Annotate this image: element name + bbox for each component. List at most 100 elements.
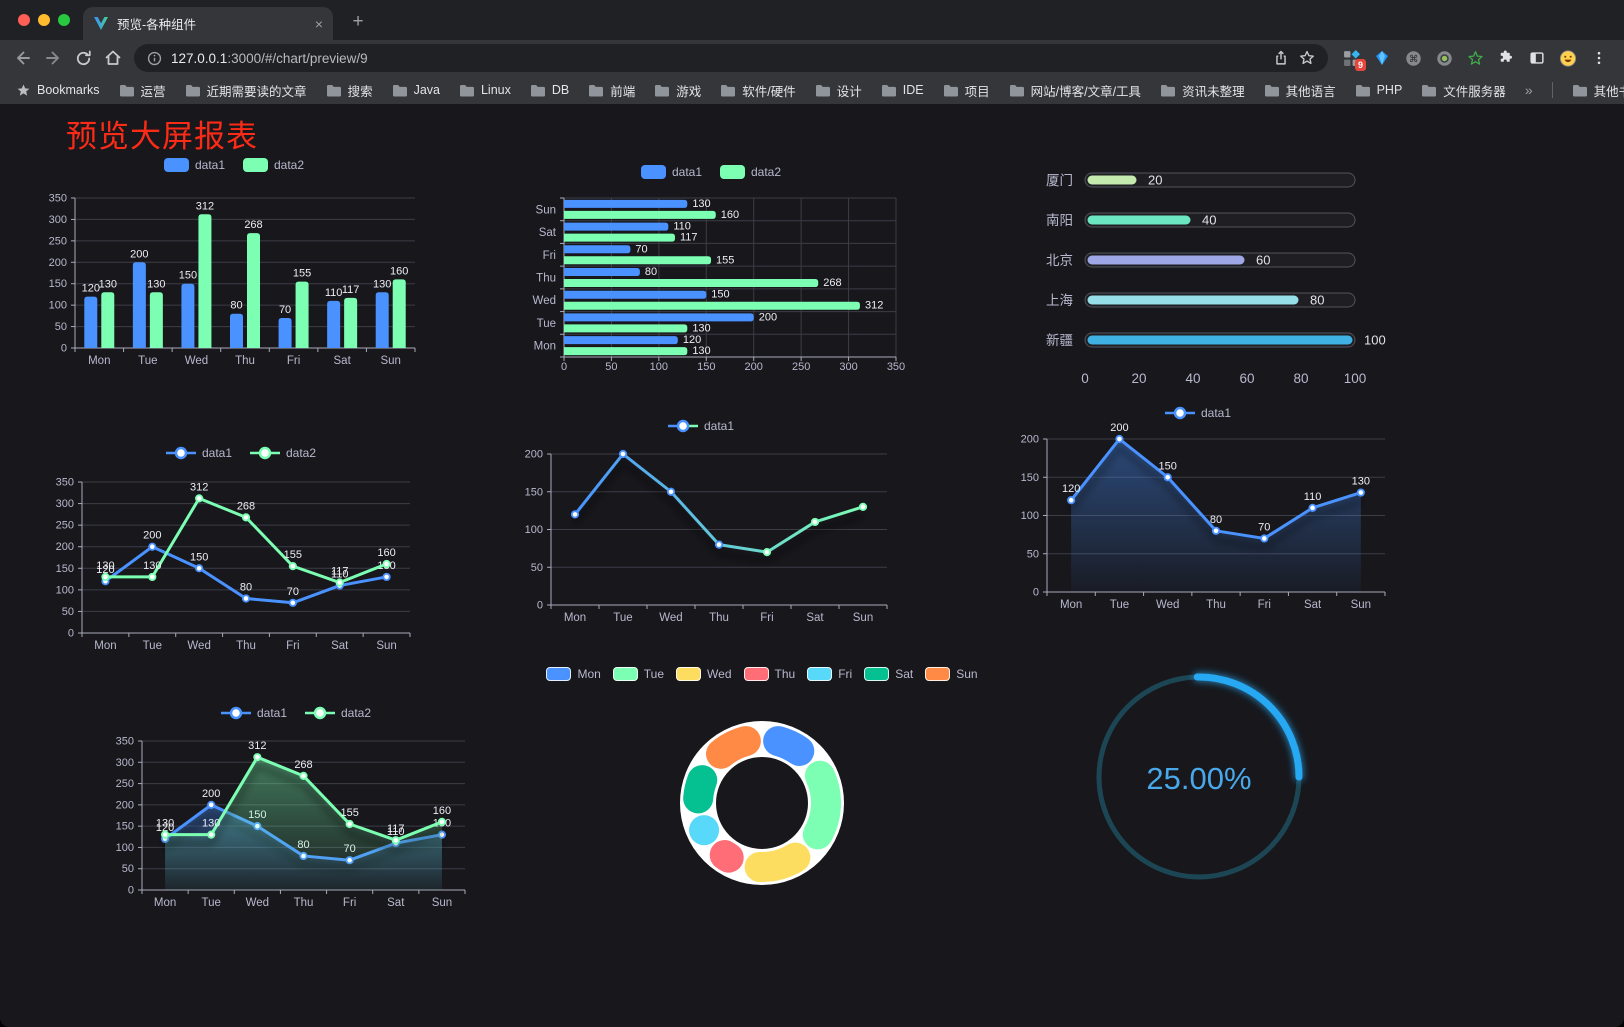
bookmark-folder[interactable]: 网站/博客/文章/工具 [1009, 81, 1141, 100]
svg-text:117: 117 [331, 566, 349, 578]
svg-text:268: 268 [823, 277, 841, 289]
vue-devtools-extension-icon[interactable]: 9 [1342, 49, 1366, 71]
new-tab-button[interactable]: + [352, 11, 364, 32]
chart-legend[interactable]: data1 data2 [45, 443, 437, 463]
gradient-line-canvas[interactable]: 0 50 100 150 200 Mon Tue Wed Thu Fri Sat Sun [505, 436, 897, 645]
gradient-line-chart[interactable]: data1 0 50 100 150 200 Mon Tue Wed Thu Fri Sat Sun [505, 416, 897, 650]
reload-button[interactable] [68, 43, 98, 73]
site-info-icon[interactable] [146, 50, 163, 67]
url-text[interactable]: 127.0.0.1:3000/#/chart/preview/9 [171, 51, 1264, 66]
svg-text:200: 200 [759, 311, 777, 323]
bookmark-star-icon[interactable] [1298, 49, 1316, 67]
minimize-window-button[interactable] [38, 14, 50, 26]
bookmark-folder[interactable]: 其他语言 [1264, 81, 1336, 100]
legend-item[interactable]: data1 [640, 165, 702, 179]
two-series-area-chart[interactable]: data1 data2 0 50 100 150 200 250 300 350 Mon Tue Wed… [100, 703, 492, 935]
extensions-puzzle-icon[interactable] [1497, 49, 1515, 67]
svg-text:155: 155 [340, 807, 358, 819]
legend-label: Tue [643, 667, 665, 681]
bookmark-folder[interactable]: 软件/硬件 [720, 81, 796, 100]
svg-text:130: 130 [99, 278, 117, 290]
profile-avatar[interactable] [1559, 49, 1577, 67]
forward-button[interactable] [38, 43, 68, 73]
bookmark-folder[interactable]: 运营 [119, 81, 166, 100]
legend-item[interactable]: data2 [305, 706, 371, 720]
ring-progress-chart[interactable]: 25.00% [1087, 665, 1311, 894]
bookmark-folder[interactable]: 项目 [943, 81, 990, 100]
chart-legend[interactable]: data1 [505, 416, 897, 436]
bookmark-folder[interactable]: 搜索 [326, 81, 373, 100]
legend-item[interactable]: data2 [243, 158, 304, 172]
home-button[interactable] [98, 43, 128, 73]
command-extension-icon[interactable]: ⌘ [1404, 49, 1422, 67]
chart-legend[interactable]: data1 data2 [100, 703, 492, 723]
legend-item[interactable]: Mon [546, 667, 601, 681]
legend-item[interactable]: data1 [165, 446, 232, 460]
legend-item[interactable]: Tue [612, 667, 665, 681]
browser-tab[interactable]: 预览-各种组件 × [83, 7, 333, 40]
two-series-line-canvas[interactable]: 0 50 100 150 200 250 300 350 Mon Tue Wed Thu Fri Sat S… [45, 463, 437, 673]
recorder-extension-icon[interactable] [1435, 49, 1453, 67]
bookmarks-overflow-chevron[interactable]: » [1524, 82, 1533, 98]
legend-item[interactable]: data2 [250, 446, 316, 460]
two-series-line-chart[interactable]: data1 data2 0 50 100 150 200 250 300 350 Mon Tue Wed… [45, 443, 437, 678]
gem-extension-icon[interactable] [1373, 49, 1391, 67]
donut-pie-chart[interactable]: Mon Tue Wed Thu Fri Sat Sun [546, 664, 978, 918]
legend-item[interactable]: Wed [676, 667, 732, 681]
legend-item[interactable]: data1 [1164, 406, 1231, 420]
green-star-extension-icon[interactable] [1466, 49, 1484, 67]
grouped-bar-chart[interactable]: data1 data2 0 50 100 150 200 250 300 350 Mon Tue Wed… [42, 155, 426, 393]
legend-swatch [807, 667, 833, 681]
forward-icon [46, 51, 59, 65]
ring-progress-canvas[interactable]: 25.00% [1087, 665, 1311, 889]
chart-legend[interactable]: data1 data2 [42, 155, 426, 175]
progress-bars-chart[interactable]: 厦门 20 南阳 40 北京 60 上海 80 新疆 100 0 20 40 60 80 100 [995, 166, 1395, 396]
chart-legend[interactable]: data1 data2 [515, 162, 907, 182]
bookmark-folder[interactable]: Linux [459, 81, 511, 100]
bookmark-folder[interactable]: 近期需要读的文章 [185, 81, 307, 100]
bookmark-folder[interactable]: 文件服务器 [1421, 81, 1506, 100]
progress-bar-chart-canvas[interactable]: 厦门 20 南阳 40 北京 60 上海 80 新疆 100 0 20 40 60 80 100 [995, 166, 1395, 391]
bookmark-folder[interactable]: Java [392, 81, 440, 100]
legend-swatch [165, 446, 196, 460]
legend-item[interactable]: Fri [807, 667, 852, 681]
side-panel-icon[interactable] [1528, 49, 1546, 67]
bookmark-folder[interactable]: IDE [881, 81, 924, 100]
legend-item[interactable]: data2 [720, 165, 781, 179]
chart-legend[interactable]: Mon Tue Wed Thu Fri Sat Sun [546, 664, 978, 684]
chart-legend[interactable]: data1 [1000, 403, 1396, 423]
bookmarks-manager-item[interactable]: Bookmarks [16, 83, 100, 98]
legend-label: Sat [895, 667, 914, 681]
horizontal-bar-chart[interactable]: data1 data2 0 50 100 150 200 250 300 350 Mon Tue Wed… [515, 162, 907, 402]
legend-item[interactable]: Sat [864, 667, 913, 681]
share-icon[interactable] [1272, 49, 1290, 67]
close-window-button[interactable] [18, 14, 30, 26]
horizontal-bar-chart-canvas[interactable]: 0 50 100 150 200 250 300 350 Mon Tue Wed Thu Fri Sat S… [515, 182, 907, 397]
dashboard-preview-page: 预览大屏报表 data1 data2 0 50 100 150 200 250 300 350 Mo… [0, 104, 1624, 1027]
omnibox[interactable]: 127.0.0.1:3000/#/chart/preview/9 [134, 44, 1328, 72]
bookmark-folder[interactable]: 前端 [588, 81, 635, 100]
svg-text:厦门: 厦门 [1046, 173, 1073, 188]
bookmark-folder[interactable]: 资讯未整理 [1160, 81, 1245, 100]
two-series-area-canvas[interactable]: 0 50 100 150 200 250 300 350 Mon Tue Wed Thu Fri Sat S… [100, 723, 492, 930]
legend-item[interactable]: data1 [163, 158, 225, 172]
legend-item[interactable]: data1 [220, 706, 287, 720]
svg-text:0: 0 [68, 628, 74, 640]
bookmark-folder[interactable]: 游戏 [654, 81, 701, 100]
tab-close-icon[interactable]: × [314, 15, 323, 32]
legend-item[interactable]: data1 [667, 419, 734, 433]
area-line-chart[interactable]: data1 0 50 100 150 200 Mon Tue Wed Thu Fri Sat Sun 12… [1000, 403, 1396, 637]
bookmark-folder[interactable]: PHP [1355, 81, 1402, 100]
legend-item[interactable]: Sun [925, 667, 978, 681]
area-line-canvas[interactable]: 0 50 100 150 200 Mon Tue Wed Thu Fri Sat Sun 120 200 1… [1000, 422, 1396, 632]
donut-pie-canvas[interactable] [647, 688, 877, 918]
back-button[interactable] [8, 43, 38, 73]
other-bookmarks-item[interactable]: 其他书签 [1572, 81, 1624, 100]
bookmark-folder[interactable]: 设计 [815, 81, 862, 100]
zoom-window-button[interactable] [58, 14, 70, 26]
svg-text:130: 130 [692, 345, 710, 357]
menu-icon[interactable] [1590, 49, 1608, 67]
bookmark-folder[interactable]: DB [530, 81, 569, 100]
bar-chart-canvas[interactable]: 0 50 100 150 200 250 300 350 Mon Tue Wed Thu Fri Sat S… [42, 175, 426, 388]
legend-item[interactable]: Thu [743, 667, 795, 681]
